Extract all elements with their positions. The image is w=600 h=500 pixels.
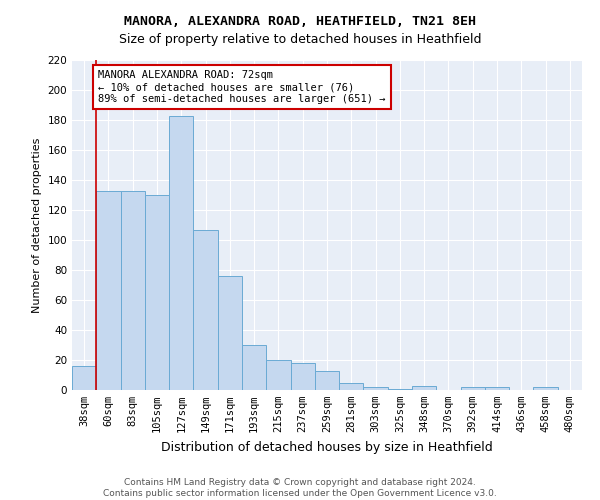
Bar	[533, 387, 558, 390]
X-axis label: Distribution of detached houses by size in Heathfield: Distribution of detached houses by size …	[161, 440, 493, 454]
Bar	[193, 230, 218, 390]
Y-axis label: Number of detached properties: Number of detached properties	[32, 138, 42, 312]
Text: Contains HM Land Registry data © Crown copyright and database right 2024.
Contai: Contains HM Land Registry data © Crown c…	[103, 478, 497, 498]
Bar	[315, 370, 339, 390]
Bar	[96, 190, 121, 390]
Bar	[412, 386, 436, 390]
Bar	[388, 388, 412, 390]
Bar	[266, 360, 290, 390]
Bar	[485, 387, 509, 390]
Bar	[145, 195, 169, 390]
Bar	[242, 345, 266, 390]
Bar	[169, 116, 193, 390]
Text: MANORA ALEXANDRA ROAD: 72sqm
← 10% of detached houses are smaller (76)
89% of se: MANORA ALEXANDRA ROAD: 72sqm ← 10% of de…	[98, 70, 385, 104]
Text: Size of property relative to detached houses in Heathfield: Size of property relative to detached ho…	[119, 32, 481, 46]
Text: MANORA, ALEXANDRA ROAD, HEATHFIELD, TN21 8EH: MANORA, ALEXANDRA ROAD, HEATHFIELD, TN21…	[124, 15, 476, 28]
Bar	[364, 387, 388, 390]
Bar	[218, 276, 242, 390]
Bar	[290, 363, 315, 390]
Bar	[339, 382, 364, 390]
Bar	[72, 366, 96, 390]
Bar	[121, 190, 145, 390]
Bar	[461, 387, 485, 390]
